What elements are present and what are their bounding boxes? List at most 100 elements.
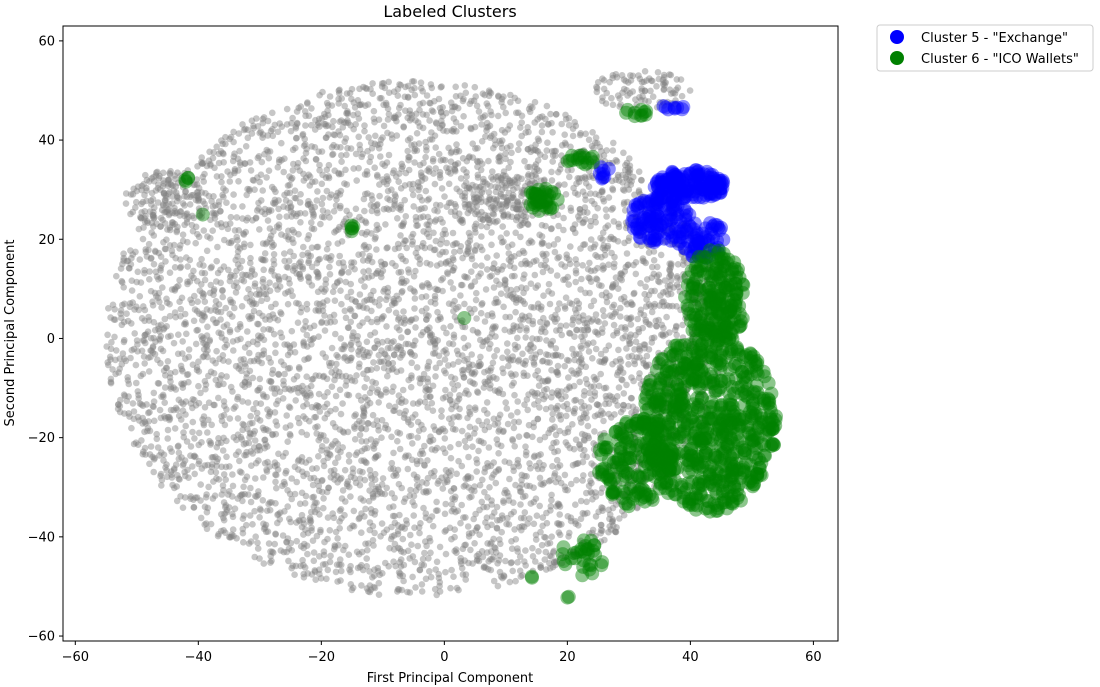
background-point	[376, 192, 383, 200]
background-point	[546, 300, 554, 308]
background-point	[323, 166, 331, 174]
background-point	[562, 322, 570, 329]
background-point	[543, 102, 551, 110]
background-point	[460, 113, 467, 120]
background-point	[513, 323, 520, 331]
background-point	[627, 321, 635, 328]
background-point	[467, 309, 475, 317]
background-point	[329, 420, 337, 427]
background-point	[621, 298, 629, 306]
background-point	[373, 202, 381, 209]
background-point	[325, 484, 332, 492]
background-point	[317, 526, 324, 534]
background-point	[261, 444, 269, 452]
background-point	[253, 447, 261, 454]
background-point	[468, 125, 475, 133]
background-point	[225, 266, 232, 274]
background-point	[360, 83, 367, 91]
background-point	[681, 436, 688, 444]
background-point	[166, 300, 173, 308]
background-point	[478, 548, 486, 555]
background-point	[370, 442, 377, 450]
background-point	[598, 291, 606, 299]
background-point	[614, 369, 622, 376]
background-point	[400, 577, 407, 585]
background-point	[442, 550, 450, 558]
background-point	[620, 402, 627, 409]
background-point	[522, 547, 529, 554]
background-point	[234, 253, 241, 260]
background-point	[190, 496, 197, 504]
background-point	[263, 466, 270, 474]
background-point	[368, 192, 375, 199]
background-point	[364, 315, 371, 323]
background-point	[327, 552, 334, 560]
background-point	[265, 540, 273, 547]
background-point	[368, 366, 375, 374]
background-point	[322, 122, 330, 130]
background-point	[526, 515, 533, 522]
background-point	[267, 548, 274, 555]
background-point	[617, 408, 625, 416]
background-point	[337, 577, 344, 584]
background-point	[511, 526, 518, 533]
background-point	[171, 484, 178, 492]
background-point	[490, 471, 497, 478]
background-point	[409, 230, 417, 238]
background-point	[125, 380, 133, 388]
background-point	[569, 132, 577, 140]
background-point	[566, 330, 574, 337]
background-point	[496, 568, 504, 576]
background-point	[584, 326, 592, 334]
background-point	[481, 465, 489, 472]
background-point	[289, 114, 296, 122]
background-point	[459, 352, 466, 359]
background-point	[408, 111, 416, 119]
background-point	[383, 323, 390, 330]
background-point	[544, 377, 551, 385]
background-point	[180, 429, 187, 436]
background-point	[348, 259, 355, 266]
background-point	[423, 221, 431, 228]
background-point	[160, 457, 167, 464]
background-point	[192, 340, 200, 348]
background-point	[124, 317, 132, 325]
background-point	[586, 289, 593, 297]
background-point	[517, 501, 524, 508]
background-point	[514, 456, 522, 464]
plot-area	[62, 25, 839, 642]
background-point	[396, 570, 404, 577]
background-point	[204, 429, 211, 436]
background-point	[371, 164, 379, 171]
background-point	[378, 94, 385, 102]
background-point	[240, 441, 248, 448]
background-point	[358, 529, 365, 536]
background-point	[261, 436, 268, 444]
background-point	[226, 415, 234, 422]
background-point	[371, 329, 379, 336]
background-point	[267, 552, 275, 560]
background-point	[189, 463, 196, 470]
background-point	[232, 256, 239, 264]
background-point	[647, 498, 655, 506]
background-point	[442, 369, 449, 377]
background-point	[252, 400, 260, 407]
background-point	[184, 278, 191, 286]
background-point	[249, 521, 256, 528]
background-point	[390, 465, 397, 473]
background-point	[477, 309, 485, 317]
background-point	[330, 208, 338, 215]
background-point	[507, 412, 515, 419]
background-point	[110, 316, 118, 323]
background-point	[515, 146, 522, 154]
background-point	[402, 107, 409, 114]
background-point	[583, 323, 591, 331]
background-point	[135, 225, 143, 233]
background-point	[156, 335, 163, 343]
background-point	[281, 385, 289, 393]
background-point	[364, 147, 371, 155]
background-point	[545, 120, 552, 128]
background-point	[272, 199, 279, 206]
background-point	[214, 221, 221, 228]
background-point	[465, 453, 472, 461]
